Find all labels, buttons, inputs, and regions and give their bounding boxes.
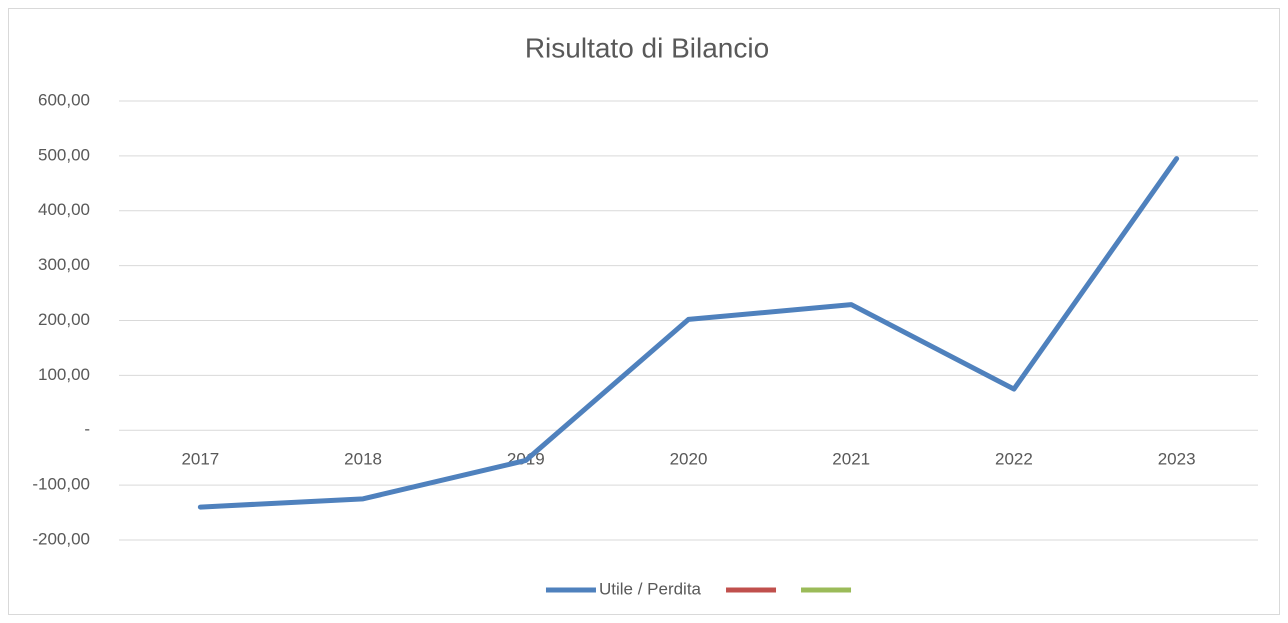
y-tick-label: 300,00 — [38, 255, 90, 274]
x-tick-label: 2017 — [181, 450, 219, 469]
chart-border — [8, 8, 1280, 615]
y-tick-label: 200,00 — [38, 310, 90, 329]
y-tick-label: - — [84, 420, 90, 439]
y-tick-label: 600,00 — [38, 90, 90, 109]
x-tick-label: 2020 — [670, 450, 708, 469]
y-tick-label: -200,00 — [32, 529, 90, 548]
y-tick-label: 400,00 — [38, 200, 90, 219]
series-line — [197, 156, 1180, 510]
x-tick-label: 2022 — [995, 450, 1033, 469]
x-tick-label: 2018 — [344, 450, 382, 469]
y-tick-label: 100,00 — [38, 365, 90, 384]
legend-label: Utile / Perdita — [599, 579, 702, 598]
y-tick-label: -100,00 — [32, 475, 90, 494]
x-tick-label: 2021 — [832, 450, 870, 469]
x-tick-label: 2023 — [1158, 450, 1196, 469]
chart-title: Risultato di Bilancio — [525, 32, 769, 63]
y-tick-label: 500,00 — [38, 145, 90, 164]
